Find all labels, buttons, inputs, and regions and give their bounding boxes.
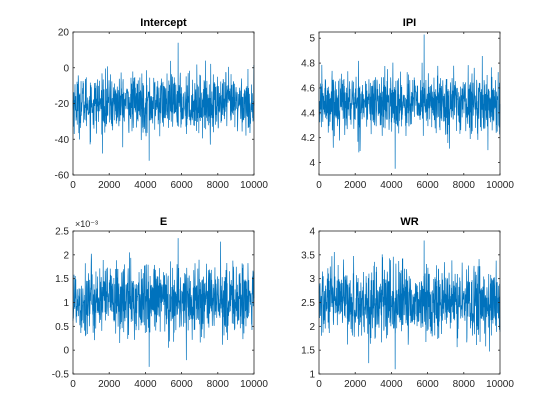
- x-tick-label: 4000: [134, 379, 157, 390]
- subplot-wr: 0 2000 4000 6000 8000 10000 1 1.5 2 2.5 3 3.5 4 WR: [301, 216, 514, 390]
- y-tick-label: 1: [63, 298, 69, 309]
- x-tick-label: 6000: [416, 379, 439, 390]
- y-tick-label: 20: [58, 28, 70, 39]
- subplot-title: E: [160, 216, 167, 228]
- y-tick-label: 1: [309, 370, 315, 381]
- x-tick-label: 10000: [486, 379, 514, 390]
- subplot-e: 0 2000 4000 6000 8000 10000-0.500.511.522.5×1…: [52, 216, 269, 390]
- y-tick-label: -40: [55, 135, 70, 146]
- y-tick-label: 2: [63, 250, 69, 261]
- x-tick-label: 6000: [416, 180, 439, 191]
- x-tick-label: 8000: [207, 180, 230, 191]
- x-tick-label: 4000: [380, 379, 403, 390]
- subplot-title: Intercept: [140, 17, 187, 29]
- y-tick-label: 2.5: [55, 227, 69, 238]
- x-tick-label: 10000: [486, 180, 514, 191]
- x-tick-label: 0: [316, 180, 322, 191]
- x-tick-label: 2000: [344, 379, 367, 390]
- y-tick-label: 4.6: [301, 83, 315, 94]
- x-tick-label: 4000: [134, 180, 157, 191]
- subplot-title: IPI: [403, 17, 416, 29]
- x-tick-label: 0: [70, 180, 76, 191]
- y-tick-label: -0.5: [52, 370, 70, 381]
- y-tick-label: -60: [55, 171, 70, 182]
- y-exponent-label: ×10⁻³: [75, 219, 98, 229]
- y-tick-label: 0.5: [55, 322, 69, 333]
- x-tick-label: 0: [316, 379, 322, 390]
- axes-box: [318, 31, 501, 176]
- x-tick-label: 6000: [170, 180, 193, 191]
- y-tick-label: -20: [55, 99, 70, 110]
- subplot-title: WR: [400, 216, 418, 228]
- y-tick-label: 0: [63, 63, 69, 74]
- y-tick-label: 1.5: [301, 346, 315, 357]
- y-tick-label: 0: [63, 346, 69, 357]
- x-tick-label: 2000: [98, 379, 121, 390]
- trace-line-e: [72, 238, 255, 367]
- x-tick-label: 4000: [380, 180, 403, 191]
- x-tick-label: 10000: [240, 379, 268, 390]
- y-tick-label: 5: [309, 34, 315, 45]
- x-tick-label: 2000: [344, 180, 367, 191]
- x-tick-label: 8000: [453, 180, 476, 191]
- y-tick-label: 4: [309, 227, 315, 238]
- trace-line-wr: [318, 240, 501, 370]
- x-tick-label: 2000: [98, 180, 121, 191]
- trace-line-ipi: [318, 34, 501, 169]
- y-tick-label: 3: [309, 274, 315, 285]
- y-tick-label: 1.5: [55, 274, 69, 285]
- y-tick-label: 4.2: [301, 133, 315, 144]
- y-tick-label: 4.4: [301, 108, 315, 119]
- x-tick-label: 0: [70, 379, 76, 390]
- x-tick-label: 8000: [207, 379, 230, 390]
- trace-line-intercept: [72, 42, 255, 161]
- x-tick-label: 10000: [240, 180, 268, 191]
- y-tick-label: 4.8: [301, 59, 315, 70]
- y-tick-label: 4: [309, 158, 315, 169]
- subplot-intercept: 0 2000 4000 6000 8000 10000 -60 -40 -20 0 20 Interc…: [55, 17, 269, 191]
- x-tick-label: 8000: [453, 379, 476, 390]
- subplot-ipi: 0 2000 4000 6000 8000 10000 4 4.2 4.4 4.6 4.8 5 IPI: [301, 17, 514, 191]
- y-tick-label: 3.5: [301, 250, 315, 261]
- x-tick-label: 6000: [170, 379, 193, 390]
- y-tick-label: 2: [309, 322, 315, 333]
- y-tick-label: 2.5: [301, 298, 315, 309]
